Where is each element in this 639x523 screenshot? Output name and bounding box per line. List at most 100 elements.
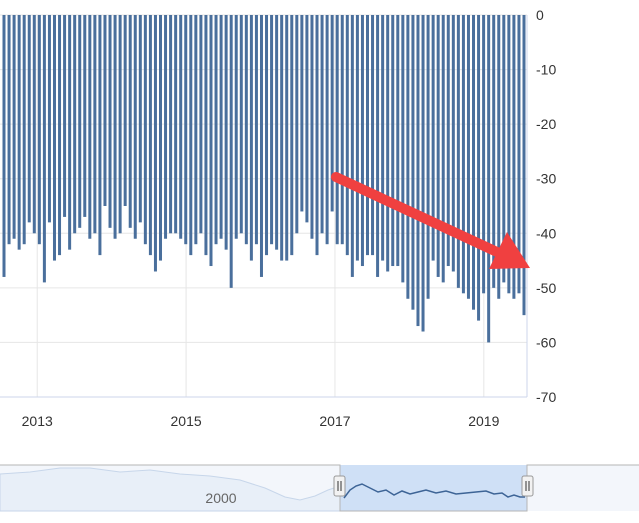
bar (164, 15, 168, 239)
bar-series (2, 15, 526, 343)
bar (148, 15, 152, 256)
y-tick-label: -50 (536, 280, 556, 296)
bar (477, 15, 481, 321)
navigator-outline (0, 464, 639, 512)
bar (482, 15, 486, 294)
y-tick-label: -20 (536, 116, 556, 132)
navigator-left-handle[interactable] (333, 475, 346, 497)
bar (159, 15, 163, 261)
bar (239, 15, 243, 234)
bar (285, 15, 289, 261)
bar (17, 15, 21, 250)
bar (446, 15, 450, 267)
bar (254, 15, 258, 245)
bar (174, 15, 178, 234)
bar (426, 15, 430, 299)
bar (93, 15, 97, 234)
navigator-year-label: 2000 (205, 490, 236, 506)
bar (138, 15, 142, 223)
bar (204, 15, 208, 256)
bar (118, 15, 122, 234)
navigator-right-handle[interactable] (521, 475, 534, 497)
bar (512, 15, 516, 299)
bar (184, 15, 188, 245)
bar (47, 15, 51, 223)
bar (259, 15, 263, 277)
bar (32, 15, 36, 234)
bar (219, 15, 223, 239)
bar (386, 15, 390, 272)
bar (234, 15, 238, 239)
bar (153, 15, 157, 272)
bar (83, 15, 87, 217)
bar (275, 15, 279, 250)
bar (12, 15, 16, 239)
bar (199, 15, 203, 234)
bar (63, 15, 67, 217)
bar (123, 15, 127, 206)
bar (290, 15, 294, 256)
bar (360, 15, 364, 267)
bar (340, 15, 344, 245)
bar (320, 15, 324, 234)
bar (7, 15, 11, 245)
x-tick-label: 2017 (319, 413, 350, 429)
bar (411, 15, 415, 310)
bar (431, 15, 435, 261)
bar (451, 15, 455, 272)
bar (179, 15, 183, 239)
bar (249, 15, 253, 261)
bar (472, 15, 476, 310)
navigator[interactable]: 2000 (0, 464, 639, 512)
bar (103, 15, 107, 206)
bar (456, 15, 460, 288)
bar (396, 15, 400, 267)
bar (265, 15, 269, 256)
bar (280, 15, 284, 261)
bar (300, 15, 304, 212)
bar (98, 15, 102, 256)
bar (355, 15, 359, 261)
bar (73, 15, 77, 234)
bar (113, 15, 117, 239)
bar (143, 15, 147, 245)
bar (169, 15, 173, 234)
bar (27, 15, 31, 223)
bar (421, 15, 425, 332)
bar (295, 15, 299, 234)
y-tick-label: -10 (536, 62, 556, 78)
x-tick-label: 2015 (171, 413, 202, 429)
bar (466, 15, 470, 299)
bar (194, 15, 198, 245)
navigator-selected-series (343, 483, 525, 499)
bar (52, 15, 56, 261)
bar (522, 15, 526, 316)
bar (416, 15, 420, 327)
bar (22, 15, 26, 245)
bar (401, 15, 405, 283)
bar (487, 15, 491, 343)
bar (133, 15, 137, 239)
bar (58, 15, 62, 256)
y-tick-label: -60 (536, 334, 556, 350)
navigator-selected-range[interactable] (340, 465, 527, 511)
bar (436, 15, 440, 277)
bar (325, 15, 329, 245)
y-axis-ticks: 0 -10 -20 -30 -40 -50 -60 -70 (536, 7, 556, 405)
bar (381, 15, 385, 261)
y-tick-label: -40 (536, 225, 556, 241)
bar (335, 15, 339, 245)
bar (270, 15, 274, 245)
bar (345, 15, 349, 256)
bar (502, 15, 506, 283)
bar (229, 15, 233, 288)
bar (517, 15, 521, 294)
bar (2, 15, 6, 277)
x-tick-label: 2013 (22, 413, 53, 429)
bar (244, 15, 248, 245)
bar (507, 15, 511, 294)
bar (224, 15, 228, 250)
bar (42, 15, 46, 283)
bar (108, 15, 112, 228)
